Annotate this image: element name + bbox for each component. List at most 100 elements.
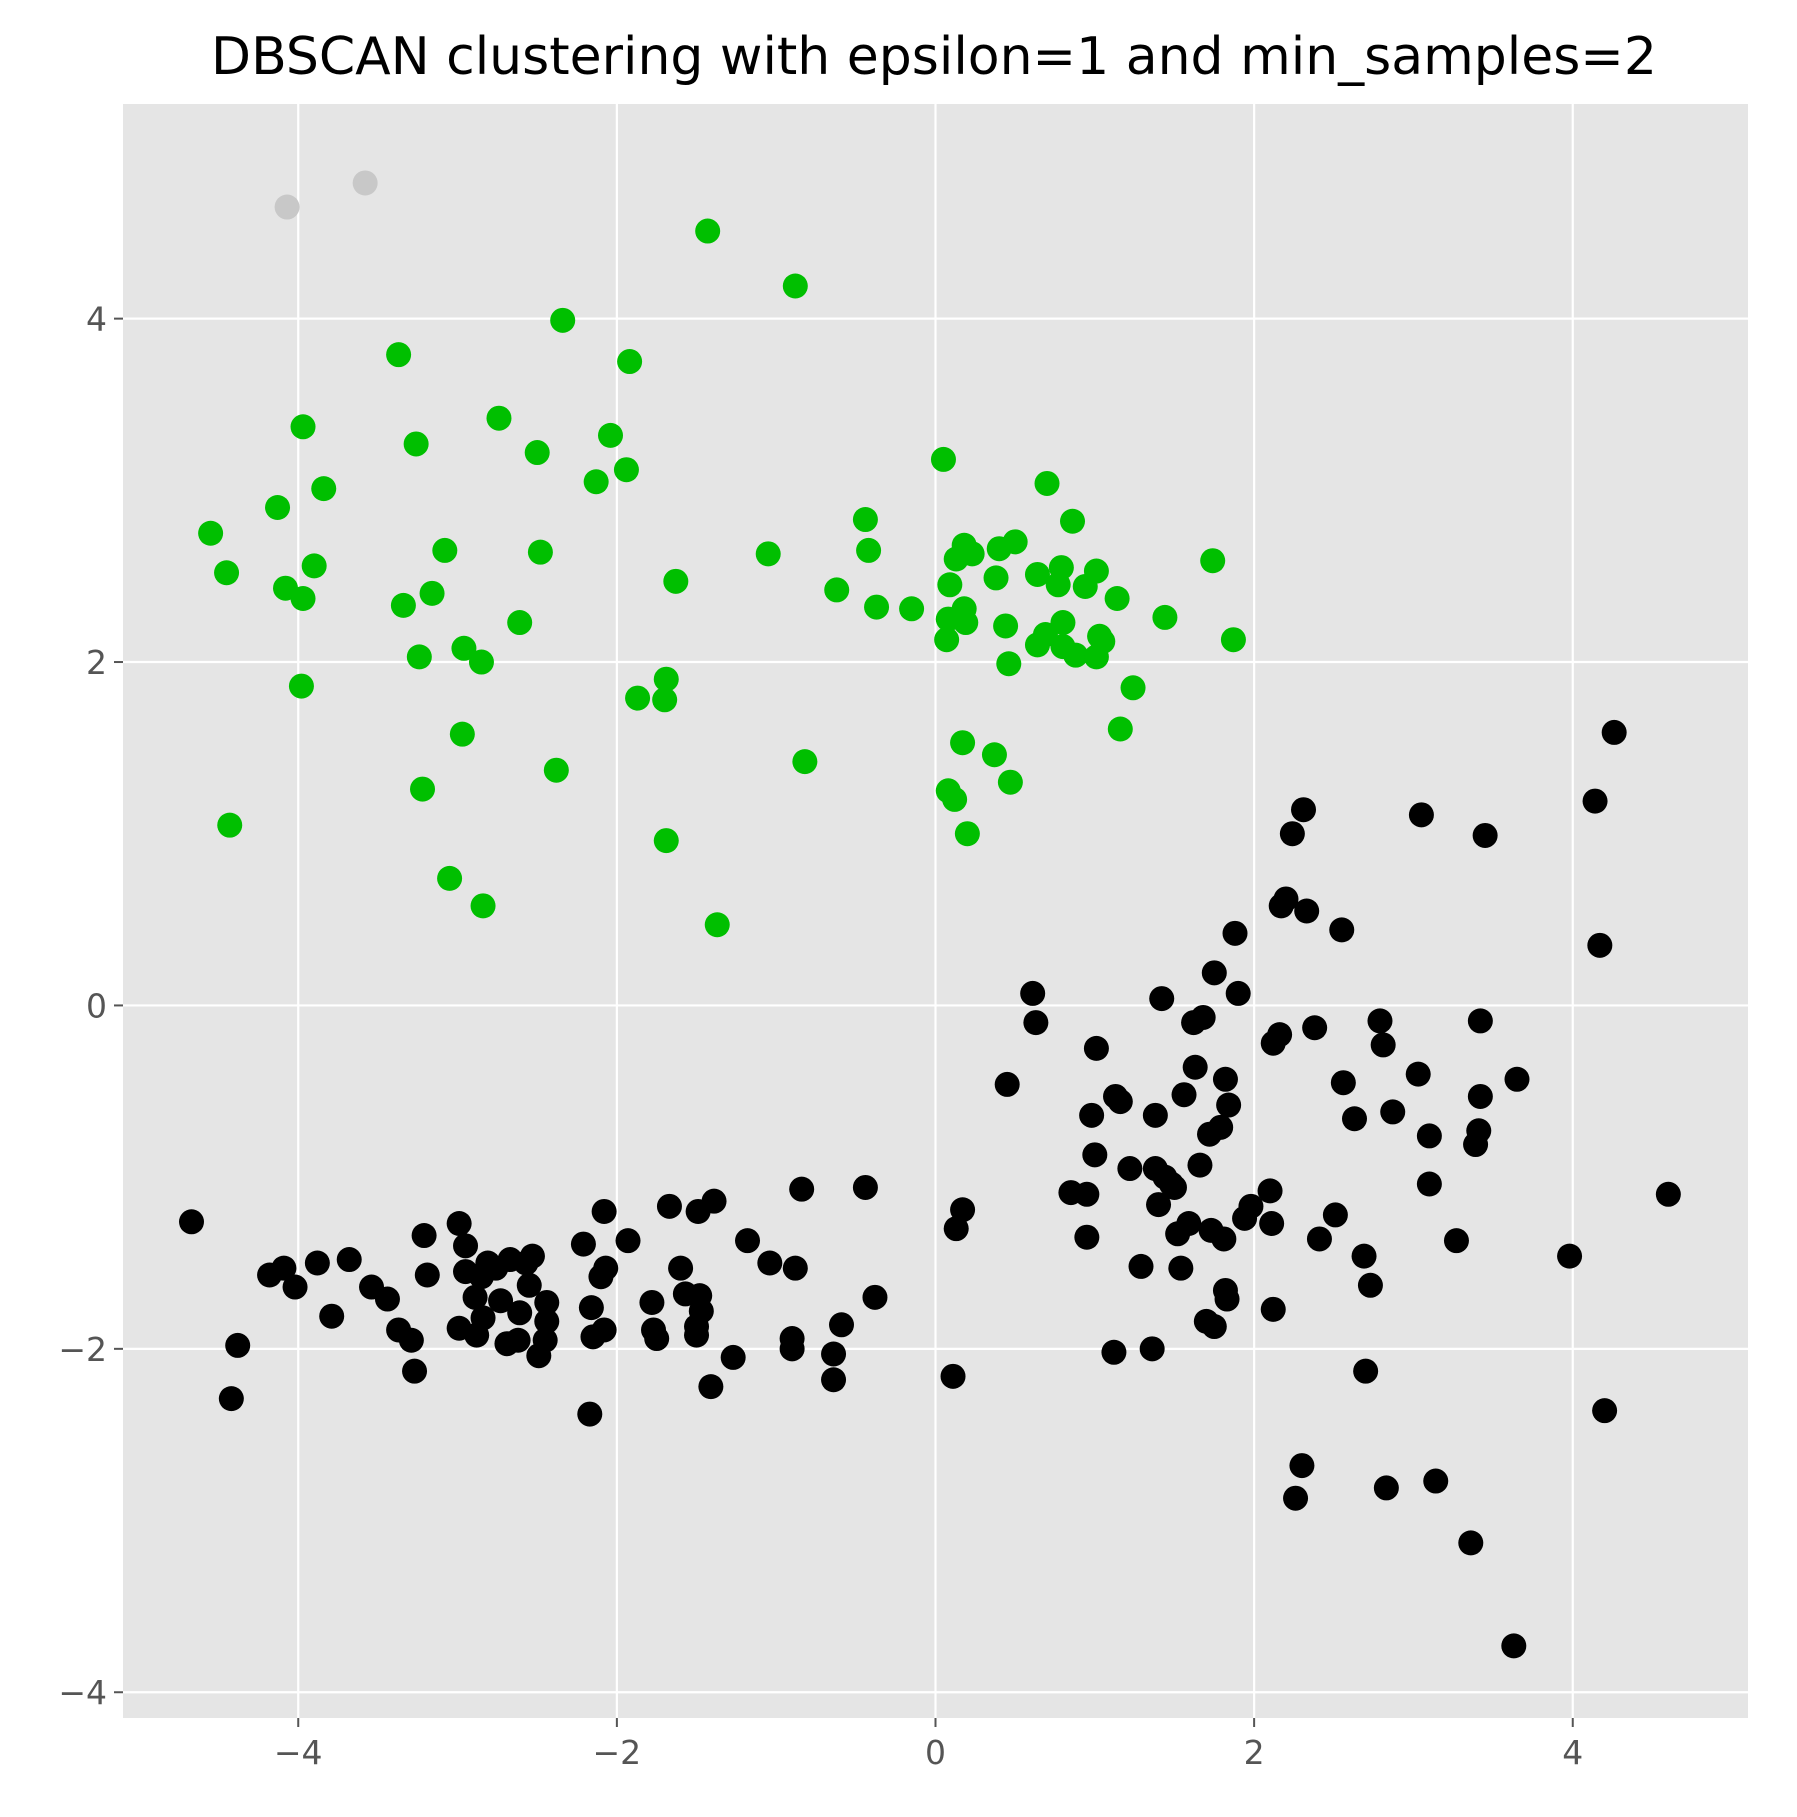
data-point (1238, 1193, 1264, 1219)
data-point (274, 194, 300, 220)
data-point (950, 730, 976, 756)
data-point (625, 685, 651, 711)
data-point (821, 1367, 847, 1393)
data-point (1171, 1082, 1197, 1108)
data-point (1329, 917, 1355, 943)
data-point (1267, 1022, 1293, 1048)
data-point (1289, 1453, 1315, 1479)
data-point (1466, 1118, 1492, 1144)
x-tick-label: 2 (1244, 1733, 1265, 1772)
data-point (1467, 1008, 1493, 1034)
data-point (1353, 1358, 1379, 1384)
data-point (386, 342, 412, 368)
data-point (862, 1284, 888, 1310)
data-point (1214, 1286, 1240, 1312)
data-point (789, 1176, 815, 1202)
data-point (583, 469, 609, 495)
data-point (994, 1071, 1020, 1097)
data-point (993, 613, 1019, 639)
data-point (617, 349, 643, 375)
data-point (1302, 1015, 1328, 1041)
data-point (735, 1228, 761, 1254)
data-point (570, 1231, 596, 1257)
data-point (1107, 1089, 1133, 1115)
data-point (282, 1274, 308, 1300)
data-point (1458, 1530, 1484, 1556)
chart-title: DBSCAN clustering with epsilon=1 and min… (211, 27, 1657, 87)
data-point (1416, 1123, 1442, 1149)
data-point (524, 440, 550, 466)
data-point (437, 865, 463, 891)
cluster-series (179, 719, 1681, 1659)
data-point (792, 749, 818, 775)
data-point (225, 1332, 251, 1358)
data-point (1168, 1255, 1194, 1281)
data-point (598, 422, 623, 448)
data-point (1032, 622, 1058, 648)
data-point (470, 1305, 496, 1331)
data-point (856, 537, 882, 563)
data-point (1373, 1475, 1399, 1501)
data-point (824, 577, 850, 603)
data-point (1060, 508, 1086, 534)
data-point (453, 1233, 479, 1259)
data-point (593, 1255, 619, 1281)
data-point (942, 786, 968, 812)
data-point (301, 553, 327, 579)
data-point (1257, 1178, 1283, 1204)
data-point (1020, 980, 1046, 1006)
data-point (1370, 1032, 1396, 1058)
data-point (390, 592, 416, 618)
data-point (519, 1243, 545, 1269)
data-point (1416, 1171, 1442, 1197)
data-point (1601, 719, 1627, 745)
data-point (352, 170, 378, 196)
data-point (1117, 1156, 1143, 1182)
data-point (507, 610, 533, 636)
data-point (755, 541, 781, 567)
data-point (934, 627, 960, 653)
data-point (950, 1197, 976, 1223)
data-point (1034, 470, 1060, 496)
data-point (1279, 821, 1305, 847)
data-point (1367, 1008, 1393, 1034)
data-point (1074, 1224, 1100, 1250)
data-point (1146, 1192, 1172, 1218)
data-point (695, 218, 721, 244)
y-tick-label: −2 (58, 1330, 107, 1369)
data-point (1357, 1272, 1383, 1298)
data-point (1187, 1152, 1213, 1178)
data-point (1405, 1061, 1431, 1087)
data-point (981, 742, 1007, 768)
data-point (1074, 1181, 1100, 1207)
data-point (1104, 586, 1130, 612)
data-point (1472, 822, 1498, 848)
data-point (782, 1255, 808, 1281)
data-point (411, 1223, 437, 1249)
data-point (1128, 1253, 1154, 1279)
data-point (304, 1250, 330, 1276)
y-tick-label: 0 (86, 986, 107, 1025)
data-point (1220, 627, 1246, 653)
data-point (449, 721, 475, 747)
data-point (410, 776, 436, 802)
data-point (821, 1341, 847, 1367)
y-tick-label: −4 (58, 1673, 107, 1712)
data-point (1592, 1398, 1618, 1424)
data-point (1283, 1485, 1309, 1511)
x-tick-label: 4 (1562, 1733, 1583, 1772)
data-point (1467, 1083, 1493, 1109)
data-point (954, 821, 980, 847)
data-point (288, 673, 314, 699)
data-point (864, 594, 890, 620)
data-point (688, 1298, 714, 1324)
data-point (591, 1317, 617, 1343)
data-point (652, 687, 678, 713)
data-point (940, 1363, 966, 1389)
data-point (1341, 1106, 1367, 1132)
data-point (402, 1358, 428, 1384)
data-point (217, 812, 243, 838)
data-point (1142, 1102, 1168, 1128)
data-point (1306, 1226, 1332, 1252)
data-point (983, 565, 1009, 591)
